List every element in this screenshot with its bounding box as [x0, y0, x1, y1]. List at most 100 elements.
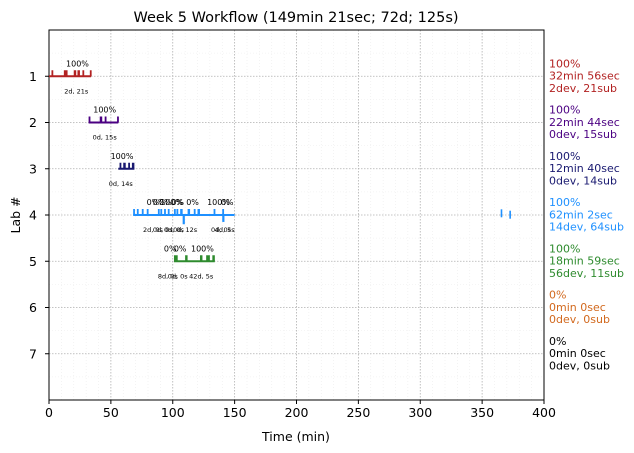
- lab-2-count-label: 0d, 15s: [93, 134, 118, 142]
- lab-4-submission-mark: [193, 209, 196, 215]
- lab-4-score-label: 0%: [147, 198, 160, 207]
- lab-1-submission-mark: [82, 70, 85, 77]
- lab-6-summary-line: 0dev, 0sub: [549, 313, 610, 326]
- lab-2-submission-mark: [88, 116, 91, 123]
- marks-layer: [49, 70, 511, 263]
- x-tick-label: 300: [408, 405, 432, 420]
- lab-4-extra-mark: [509, 210, 511, 219]
- lab-4-submission-mark: [222, 209, 225, 215]
- lab-3-submission-mark: [128, 162, 130, 169]
- x-tick-label: 150: [223, 405, 247, 420]
- lab-3-summary-line: 100%: [549, 150, 580, 163]
- lab-6-summary-line: 0min 0sec: [549, 301, 606, 314]
- y-tick-label: 3: [29, 161, 37, 176]
- lab-4-drop-mark: [222, 215, 225, 222]
- lab-2-submission-mark: [99, 116, 103, 123]
- lab-4-submission-mark: [157, 209, 160, 215]
- lab-2-score-label: 100%: [93, 106, 116, 115]
- lab-6-summary-line: 0%: [549, 289, 566, 302]
- lab-5-summary-line: 18min 59sec: [549, 255, 620, 268]
- lab-4-extra-mark: [500, 209, 503, 218]
- lab-4-score-label: 0%: [171, 198, 184, 207]
- lab-4-score-label: 0%: [186, 198, 199, 207]
- lab-4-submission-mark: [146, 209, 149, 215]
- lab-2-submission-mark: [117, 116, 119, 123]
- lab-5-score-label: 0%: [164, 244, 177, 253]
- lab-2-summary-line: 100%: [549, 104, 580, 117]
- lab-4-drop-mark: [182, 215, 185, 225]
- lab-5-count-label: 0d, 0s: [168, 272, 189, 280]
- x-axis-label: Time (min): [261, 429, 330, 444]
- lab-3-count-label: 0d, 14s: [109, 180, 134, 188]
- lab-4-submission-mark: [136, 209, 139, 215]
- lab-4-count-label: 0d, 12s: [173, 226, 198, 234]
- lab-7-summary-line: 0%: [549, 335, 566, 348]
- lab-5-count-label: 42d, 5s: [189, 272, 214, 280]
- lab-3-score-label: 100%: [111, 152, 134, 161]
- axes-layer: 0 50 100 150 200 250 300 350 400 1 2 3 4 5 6 7: [29, 29, 556, 420]
- y-axis-label: Lab #: [8, 196, 23, 233]
- x-tick-label: 100: [161, 405, 185, 420]
- lab-5-summary-line: 56dev, 11sub: [549, 267, 624, 280]
- lab-3-submission-mark: [119, 162, 122, 169]
- x-tick-label: 200: [285, 405, 309, 420]
- lab-5-submission-mark: [173, 255, 178, 262]
- chart-title: Week 5 Workflow (149min 21sec; 72d; 125s…: [133, 10, 458, 26]
- lab-1-submission-mark: [73, 70, 77, 77]
- lab-2-summary-line: 0dev, 15sub: [549, 128, 617, 141]
- lab-4-count-label: 0d, 0s: [211, 226, 232, 234]
- lab-4-count-label: 4d, 5s: [215, 226, 236, 234]
- x-tick-label: 0: [45, 405, 53, 420]
- lab-5-score-label: 0%: [174, 244, 187, 253]
- lab-4-score-label: 0%: [153, 198, 166, 207]
- lab-2-submission-mark: [104, 116, 107, 123]
- x-tick-label: 350: [470, 405, 494, 420]
- lab-4-submission-mark: [164, 209, 166, 215]
- lab-1-count-label: 2d, 21s: [64, 87, 89, 95]
- lab-7-summary-line: 0dev, 0sub: [549, 359, 610, 372]
- lab-1-submission-mark: [51, 70, 54, 77]
- lab-5-count-label: 8d, 0s: [158, 272, 179, 280]
- lab-4-summary-line: 14dev, 64sub: [549, 221, 624, 234]
- lab-5-submission-mark: [206, 255, 210, 262]
- lab-3-submission-mark: [131, 162, 135, 169]
- grid-layer: [49, 30, 544, 400]
- lab-4-submission-mark: [173, 209, 176, 215]
- lab-7-summary-line: 0min 0sec: [549, 347, 606, 360]
- lab-4-submission-mark: [133, 209, 135, 215]
- lab-2-summary-line: 22min 44sec: [549, 116, 620, 129]
- lab-1-submission-mark: [63, 70, 68, 77]
- y-tick-label: 6: [29, 300, 37, 315]
- lab-3-summary-line: 12min 40sec: [549, 162, 620, 175]
- lab-5-submission-mark: [199, 255, 203, 262]
- x-tick-label: 250: [346, 405, 370, 420]
- lab-1-submission-mark: [89, 70, 92, 77]
- lab-5-submission-mark: [185, 255, 188, 262]
- lab-4-submission-mark: [180, 209, 183, 215]
- lab-5-summary-line: 100%: [549, 242, 580, 255]
- lab-4-score-label: 100%: [207, 198, 230, 207]
- lab-4-score-label: 100%: [160, 198, 183, 207]
- y-tick-label: 4: [29, 208, 37, 223]
- lab-5-score-label: 100%: [191, 244, 214, 253]
- lab-4-submission-mark: [176, 209, 179, 215]
- lab-1-score-label: 100%: [66, 59, 89, 68]
- lab-3-summary-line: 0dev, 14sub: [549, 174, 617, 187]
- y-tick-label: 1: [29, 69, 37, 84]
- lab-4-count-label: 0d, 0s: [164, 226, 185, 234]
- lab-4-score-label: 0%: [159, 198, 172, 207]
- lab-3-submission-mark: [123, 162, 126, 169]
- x-tick-label: 400: [532, 405, 556, 420]
- lab-4-submission-mark: [141, 209, 144, 215]
- lab-4-submission-mark: [167, 209, 170, 215]
- lab-1-summary-line: 2dev, 21sub: [549, 82, 617, 95]
- lab-4-count-label: 2d, 0s: [143, 226, 164, 234]
- y-tick-label: 2: [29, 115, 37, 130]
- y-tick-label: 7: [29, 346, 37, 361]
- lab-1-summary-line: 32min 56sec: [549, 70, 620, 83]
- lab-4-score-label: 0%: [221, 198, 234, 207]
